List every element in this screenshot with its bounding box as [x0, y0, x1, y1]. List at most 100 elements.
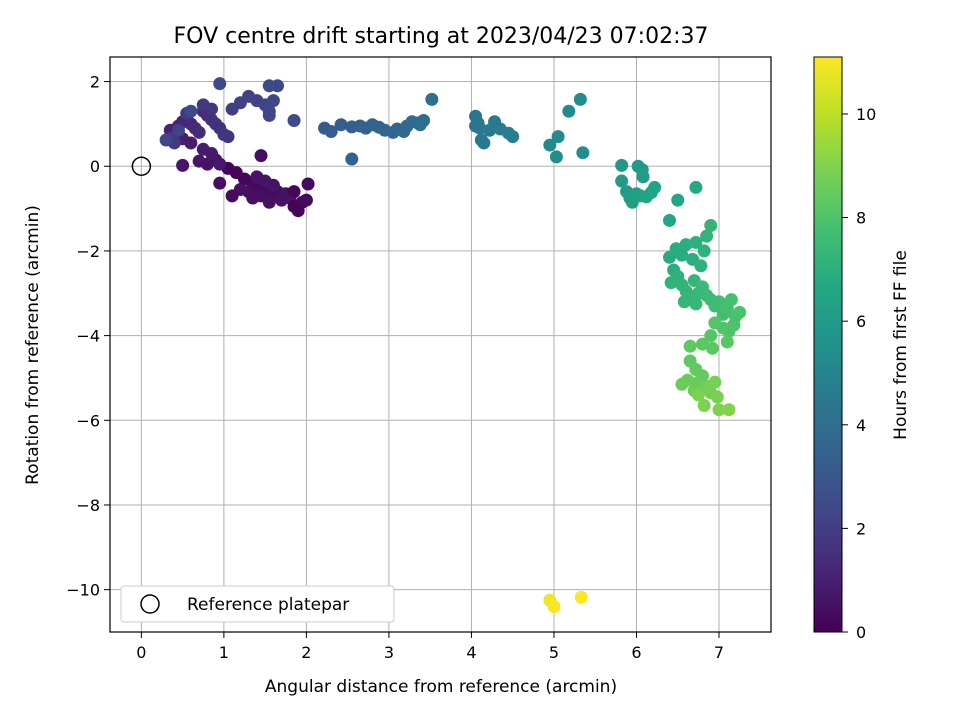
data-point [477, 136, 491, 150]
y-tick-label: 0 [90, 157, 100, 176]
y-axis-label: Rotation from reference (arcmin) [23, 205, 43, 485]
legend-box [120, 585, 395, 623]
data-point [683, 339, 697, 353]
x-tick-label: 2 [301, 643, 311, 662]
data-point [469, 119, 483, 133]
data-point [299, 193, 313, 207]
data-point [213, 157, 227, 171]
data-point [689, 235, 703, 249]
data-point [266, 94, 280, 108]
colorbar-tick-label: 6 [856, 312, 866, 331]
y-axis-ticks: 2 0 −2 −4 −6 −8 −10 [66, 73, 110, 600]
data-point [506, 130, 520, 144]
y-tick-label: −2 [76, 242, 100, 261]
x-tick-label: 7 [714, 643, 724, 662]
data-point [551, 130, 565, 144]
data-point [708, 375, 722, 389]
colorbar-tick-label: 4 [856, 416, 866, 435]
data-point [213, 176, 227, 190]
data-point [694, 259, 708, 273]
colorbar-tick-label: 0 [856, 623, 866, 642]
legend: Reference platepar [120, 585, 395, 623]
data-point [192, 154, 206, 168]
data-point [712, 403, 726, 417]
data-point [543, 138, 557, 152]
data-point [250, 170, 264, 184]
data-point [675, 377, 689, 391]
data-point [547, 600, 561, 614]
data-point [636, 170, 650, 184]
y-tick-label: −8 [76, 496, 100, 515]
data-point [425, 92, 439, 106]
y-tick-label: −10 [66, 581, 100, 600]
legend-label-reference: Reference platepar [187, 595, 349, 615]
x-tick-label: 3 [384, 643, 394, 662]
colorbar-ticks: 0 2 4 6 8 10 [842, 105, 876, 642]
data-point [417, 114, 431, 128]
data-point [648, 180, 662, 194]
reference-platepar-marker [131, 156, 152, 176]
data-point [733, 305, 747, 319]
chart-title: FOV centre drift starting at 2023/04/23 … [174, 24, 709, 49]
data-point [679, 238, 693, 252]
x-axis-label: Angular distance from reference (arcmin) [265, 677, 617, 697]
x-tick-label: 6 [631, 643, 641, 662]
data-point [691, 388, 705, 402]
y-tick-label: −6 [76, 411, 100, 430]
data-point [287, 185, 301, 199]
data-point [615, 158, 629, 172]
colorbar-tick-label: 10 [856, 105, 876, 124]
data-point [689, 180, 703, 194]
scatter-points [131, 77, 747, 614]
data-point [213, 77, 227, 91]
data-point [664, 276, 678, 290]
data-point [710, 390, 724, 404]
data-point [196, 98, 210, 112]
data-point [184, 104, 198, 118]
data-point [573, 92, 587, 106]
x-tick-label: 4 [466, 643, 476, 662]
data-point [221, 130, 235, 144]
data-point [176, 158, 190, 172]
y-tick-label: 2 [90, 73, 100, 92]
data-point [689, 297, 703, 311]
data-point [696, 337, 710, 351]
gridlines [110, 57, 771, 632]
data-point [345, 152, 359, 166]
data-point [697, 244, 711, 258]
data-point [334, 118, 348, 132]
colorbar-label: Hours from first FF file [891, 250, 911, 440]
plot-frame [109, 56, 772, 633]
x-tick-label: 0 [136, 643, 146, 662]
data-point [671, 193, 685, 207]
data-point [301, 177, 315, 191]
colorbar-gradient [813, 56, 843, 633]
data-point [697, 398, 711, 412]
data-point [262, 195, 276, 209]
data-point [576, 146, 590, 160]
legend-marker-reference [140, 594, 160, 614]
data-point [324, 125, 338, 139]
x-tick-label: 5 [549, 643, 559, 662]
data-point [662, 213, 676, 227]
data-point [724, 293, 738, 307]
data-point [549, 150, 563, 164]
data-point [254, 149, 268, 163]
x-tick-label: 1 [219, 643, 229, 662]
data-point [562, 104, 576, 118]
data-point [705, 341, 719, 355]
data-point [720, 335, 734, 349]
data-point [574, 590, 588, 604]
data-point [708, 316, 722, 330]
data-point [615, 174, 629, 188]
data-point [287, 199, 301, 213]
colorbar-tick-label: 8 [856, 209, 866, 228]
colorbar: 0 2 4 6 8 10 Hours from first FF file [813, 56, 911, 642]
colorbar-tick-label: 2 [856, 519, 866, 538]
data-point [196, 142, 210, 156]
data-point [287, 114, 301, 128]
data-point [192, 125, 206, 139]
data-point [262, 79, 276, 93]
data-point [675, 248, 689, 262]
